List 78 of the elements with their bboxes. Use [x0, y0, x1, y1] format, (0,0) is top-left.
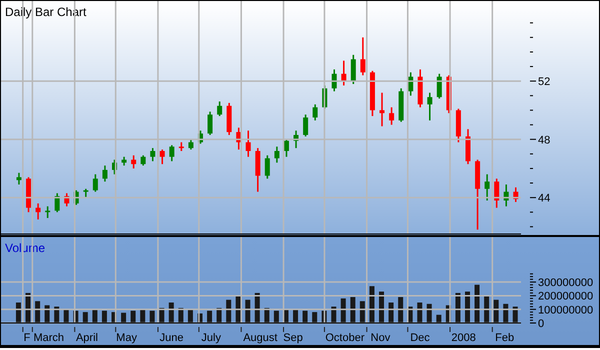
x-tick-label: Feb — [495, 332, 514, 344]
x-tick-label: Dec — [410, 332, 430, 344]
candlestick — [45, 206, 50, 219]
candlestick — [217, 100, 222, 117]
candlestick — [389, 106, 394, 126]
bar — [474, 284, 480, 323]
x-tick-label: April — [76, 332, 98, 344]
chart-title: Daily Bar Chart — [5, 5, 86, 19]
bar — [369, 286, 374, 323]
bar — [150, 310, 155, 323]
bar — [16, 302, 21, 323]
bar — [417, 302, 422, 323]
y-tick-label: 300000000 — [538, 277, 594, 290]
bar — [302, 310, 308, 323]
bar — [340, 298, 346, 323]
bar — [64, 309, 69, 323]
candlestick — [380, 92, 385, 127]
bar — [102, 310, 107, 323]
candlestick — [494, 178, 500, 209]
candlestick — [140, 154, 146, 166]
candlestick — [150, 147, 156, 162]
x-tick-label: F — [24, 332, 31, 344]
bar — [168, 302, 174, 323]
candlestick — [92, 174, 98, 193]
bar — [245, 300, 250, 323]
bar — [388, 302, 394, 323]
candlestick — [36, 202, 41, 220]
candlestick — [169, 144, 174, 162]
bar — [35, 301, 40, 323]
candlestick — [102, 164, 108, 182]
bar — [82, 312, 88, 323]
candlestick — [16, 172, 22, 186]
candlestick — [246, 130, 251, 158]
bar — [312, 312, 318, 323]
bar — [274, 310, 279, 323]
x-tick-label: October — [325, 332, 365, 344]
x-tick-label: June — [160, 332, 184, 344]
bar — [293, 309, 298, 323]
y-tick-label: 200000000 — [538, 290, 594, 303]
x-tick-label: July — [201, 332, 222, 344]
bar — [121, 312, 126, 323]
candlestick — [264, 154, 270, 180]
candlestick — [208, 110, 213, 136]
bar — [236, 296, 241, 323]
bar — [350, 297, 356, 323]
y-tick-label: 48 — [538, 134, 550, 146]
y-tick-label: 100000000 — [538, 304, 594, 316]
candlestick — [312, 104, 318, 122]
candlestick — [188, 138, 194, 150]
candlestick — [427, 92, 432, 122]
x-tick-label: 2008 — [451, 332, 476, 344]
x-tick-label: Sep — [283, 332, 303, 344]
bar — [226, 300, 232, 323]
y-tick-label: 0 — [538, 318, 544, 330]
x-tick-label: March — [33, 332, 64, 344]
candlestick — [436, 73, 442, 100]
candlestick — [274, 146, 280, 164]
y-tick-label: 44 — [538, 192, 550, 205]
x-tick-label: August — [243, 332, 278, 344]
bar — [398, 297, 404, 323]
bar — [494, 300, 499, 323]
bar — [484, 296, 490, 323]
bar — [207, 310, 212, 323]
y-tick-label: 52 — [538, 76, 550, 88]
candlestick — [360, 36, 366, 76]
bar — [92, 309, 98, 323]
bar — [130, 310, 136, 323]
bar — [188, 309, 193, 323]
candlestick — [303, 114, 308, 138]
bar — [360, 301, 365, 323]
candlestick — [160, 148, 165, 165]
candlestick — [484, 174, 490, 202]
x-tick-label: Nov — [370, 332, 391, 344]
x-tick-label: May — [116, 332, 138, 344]
candlestick — [350, 54, 356, 85]
bar — [436, 314, 442, 323]
candlestick — [131, 154, 136, 170]
bar — [140, 309, 146, 323]
